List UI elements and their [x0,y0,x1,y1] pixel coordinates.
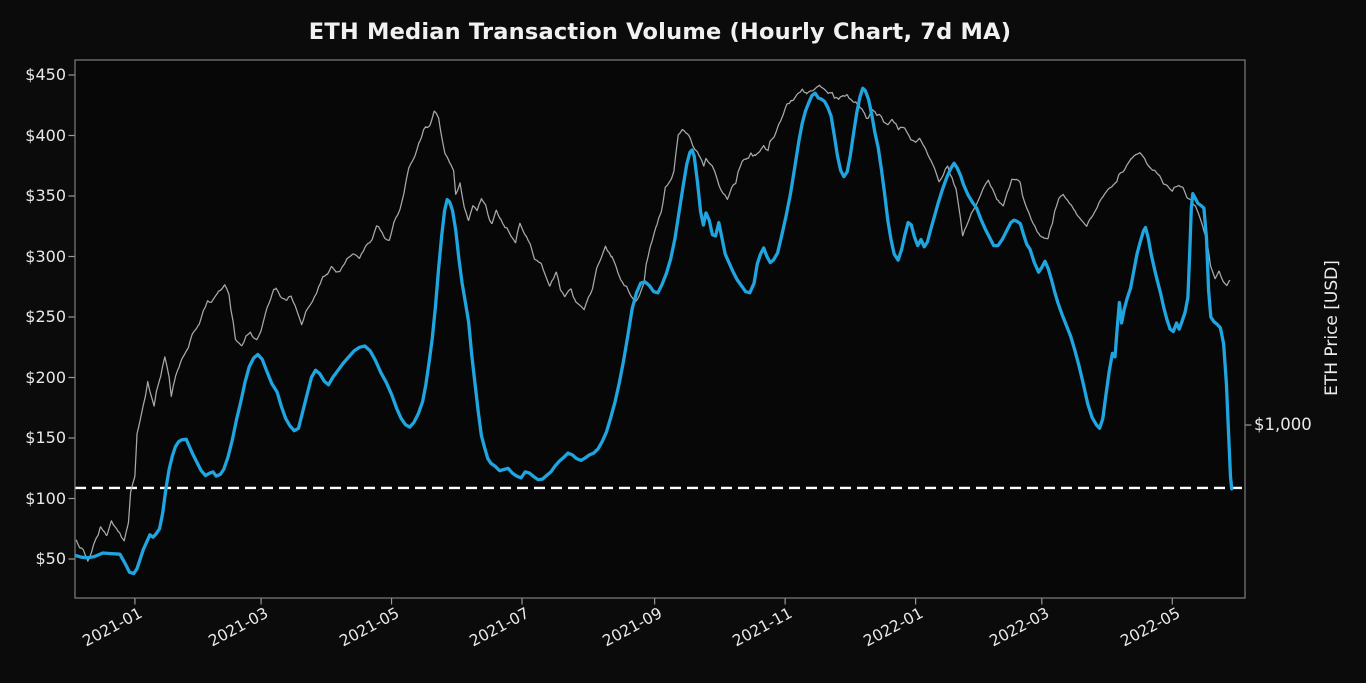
y-tick-label: $100 [25,488,66,508]
median-transaction-volume-line [75,86,1234,576]
price-line [75,84,1231,562]
x-tick-label: 2022-03 [986,604,1053,651]
y-tick-label: $400 [25,125,66,145]
y-tick-label: $350 [25,186,66,205]
left-axis-tick-labels: $450 $400 $350 $300 $250 $200 $150 $100 $50 [0,0,66,683]
plot-border [74,59,1246,599]
x-tick-label: 2022-01 [860,604,927,651]
x-tick-label: 2022-05 [1117,604,1183,651]
right-axis-title: ETH Price [USD] [1322,260,1342,396]
y-tick-label: $200 [25,367,66,387]
y-tick-label: $50 [35,549,66,568]
y-tick-label: $250 [25,307,66,326]
right-axis-tick-label: $1,000 [1254,415,1312,434]
plot-area-background[interactable] [75,60,1245,598]
chart-title: ETH Median Transaction Volume (Hourly Ch… [308,19,1012,45]
y-tick-label: $150 [25,428,66,447]
x-tick-label: 2021-03 [205,604,272,651]
x-tick-label: 2021-07 [466,604,533,651]
y-tick-label: $450 [25,65,66,84]
x-tick-label: 2021-05 [336,604,403,651]
x-tick-label: 2021-01 [79,604,146,651]
x-tick-label: 2021-09 [599,604,666,651]
y-tick-label: $300 [25,246,66,266]
x-tick-label: 2021-11 [729,604,796,651]
